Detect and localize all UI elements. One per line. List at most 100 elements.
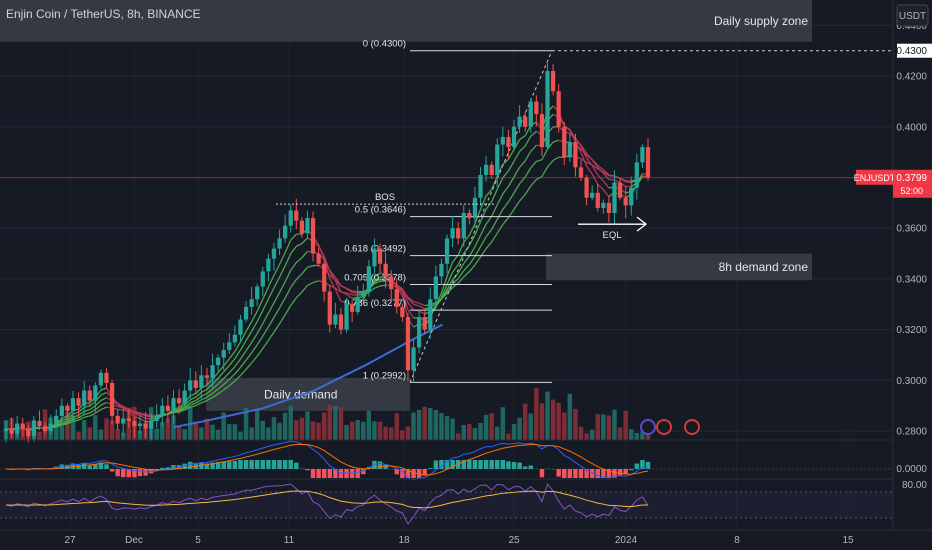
price-tick-label: 0.2800 bbox=[896, 427, 927, 438]
fib-label: 0 (0.4300) bbox=[363, 39, 406, 50]
volume-bar bbox=[338, 407, 344, 440]
macd-histogram-bar bbox=[612, 469, 617, 478]
ribbon-segment bbox=[502, 217, 509, 225]
ribbon-segment bbox=[239, 331, 247, 343]
macd-histogram-bar bbox=[411, 469, 416, 478]
ribbon-segment bbox=[468, 264, 476, 273]
candle-body bbox=[48, 423, 53, 432]
candle-body bbox=[210, 365, 215, 378]
candle-body bbox=[506, 136, 511, 148]
ribbon-segment bbox=[217, 371, 225, 379]
ribbon-segment bbox=[239, 340, 247, 351]
candle-body bbox=[255, 286, 260, 300]
candle-body bbox=[394, 289, 399, 307]
ribbon-segment bbox=[346, 293, 353, 299]
ribbon-segment bbox=[491, 232, 498, 243]
ribbon-segment bbox=[55, 420, 63, 426]
volume-bar bbox=[567, 393, 573, 440]
ribbon-segment bbox=[524, 135, 532, 147]
volume-bar bbox=[461, 424, 467, 440]
candle-body bbox=[416, 317, 422, 348]
ribbon-segment bbox=[547, 141, 554, 150]
candle-body bbox=[82, 390, 87, 406]
volume-bar bbox=[377, 421, 383, 440]
ribbon-segment bbox=[290, 233, 297, 241]
ribbon-segment bbox=[513, 166, 521, 178]
ribbon-segment bbox=[228, 358, 236, 366]
candle-body bbox=[59, 405, 64, 416]
ribbon-segment bbox=[491, 218, 498, 230]
ribbon-segment bbox=[223, 372, 230, 379]
ribbon-segment bbox=[223, 364, 230, 373]
fib-label: 0.5 (0.3646) bbox=[355, 205, 406, 216]
currency-label: USDT bbox=[899, 11, 926, 22]
volume-bar bbox=[645, 433, 651, 440]
macd-histogram-bar bbox=[400, 469, 405, 478]
ribbon-segment bbox=[256, 348, 264, 357]
ribbon-segment bbox=[468, 223, 476, 236]
volume-bar bbox=[467, 423, 472, 440]
volume-bar bbox=[455, 433, 461, 440]
macd-histogram-bar bbox=[126, 469, 132, 478]
volume-bar bbox=[54, 422, 59, 440]
ribbon-segment bbox=[55, 422, 63, 427]
ribbon-segment bbox=[78, 410, 85, 416]
candle-body bbox=[15, 423, 20, 434]
ribbon-segment bbox=[614, 175, 621, 179]
ribbon-segment bbox=[519, 193, 526, 202]
chart-title: Enjin Coin / TetherUS, 8h, BINANCE bbox=[6, 7, 201, 21]
ribbon-segment bbox=[128, 410, 135, 414]
time-tick-label: 2024 bbox=[615, 535, 638, 546]
macd-histogram-bar bbox=[333, 469, 338, 478]
ribbon-segment bbox=[61, 423, 68, 426]
ribbon-segment bbox=[474, 246, 482, 257]
price-tick-label: 0.4200 bbox=[896, 72, 927, 83]
candle-body bbox=[545, 71, 550, 148]
ribbon-segment bbox=[139, 418, 146, 423]
fib-retracement: 0 (0.4300)0.5 (0.3646)0.618 (0.3492)0.70… bbox=[344, 39, 892, 383]
candle-body bbox=[26, 428, 31, 437]
candle-body bbox=[126, 418, 131, 421]
ribbon-segment bbox=[139, 412, 146, 416]
macd-histogram-bar bbox=[629, 469, 634, 471]
ribbon-segment bbox=[251, 321, 258, 332]
ribbon-segment bbox=[591, 164, 599, 170]
macd-histogram-bar bbox=[327, 469, 333, 478]
ribbon-segment bbox=[468, 234, 476, 246]
volume-bar bbox=[294, 420, 299, 440]
macd-histogram-bar bbox=[87, 465, 92, 469]
ribbon-segment bbox=[184, 406, 191, 411]
candle-body bbox=[584, 177, 589, 198]
ribbon-segment bbox=[519, 160, 526, 168]
volume-bar bbox=[305, 411, 310, 440]
ribbon-segment bbox=[262, 340, 269, 349]
ribbon-segment bbox=[401, 289, 409, 298]
ribbon-segment bbox=[273, 323, 281, 333]
ribbon-segment bbox=[374, 276, 381, 282]
ribbon-segment bbox=[597, 164, 604, 171]
macd-histogram-bar bbox=[254, 460, 260, 469]
macd-histogram-bar bbox=[361, 469, 366, 475]
volume-bar bbox=[405, 426, 411, 440]
macd-histogram-bar bbox=[556, 469, 561, 477]
price-tick-label: 0.4000 bbox=[896, 122, 927, 133]
ribbon-segment bbox=[89, 412, 96, 417]
ribbon-segment bbox=[602, 169, 610, 176]
volume-bar bbox=[65, 412, 70, 440]
ribbon-segment bbox=[83, 412, 90, 416]
ribbon-segment bbox=[340, 291, 347, 294]
ribbon-segment bbox=[502, 158, 509, 165]
symbol-tag bbox=[856, 169, 893, 185]
candle-body bbox=[338, 314, 344, 330]
ribbon-segment bbox=[491, 175, 498, 190]
candle-body bbox=[511, 126, 517, 148]
ribbon-segment bbox=[536, 176, 543, 181]
ribbon-segment bbox=[530, 160, 537, 169]
ribbon-segment bbox=[569, 132, 576, 140]
macd-histogram-bar bbox=[76, 464, 81, 469]
ribbon-segment bbox=[507, 176, 515, 187]
volume-bar bbox=[344, 424, 349, 440]
ribbon-segment bbox=[134, 411, 141, 415]
